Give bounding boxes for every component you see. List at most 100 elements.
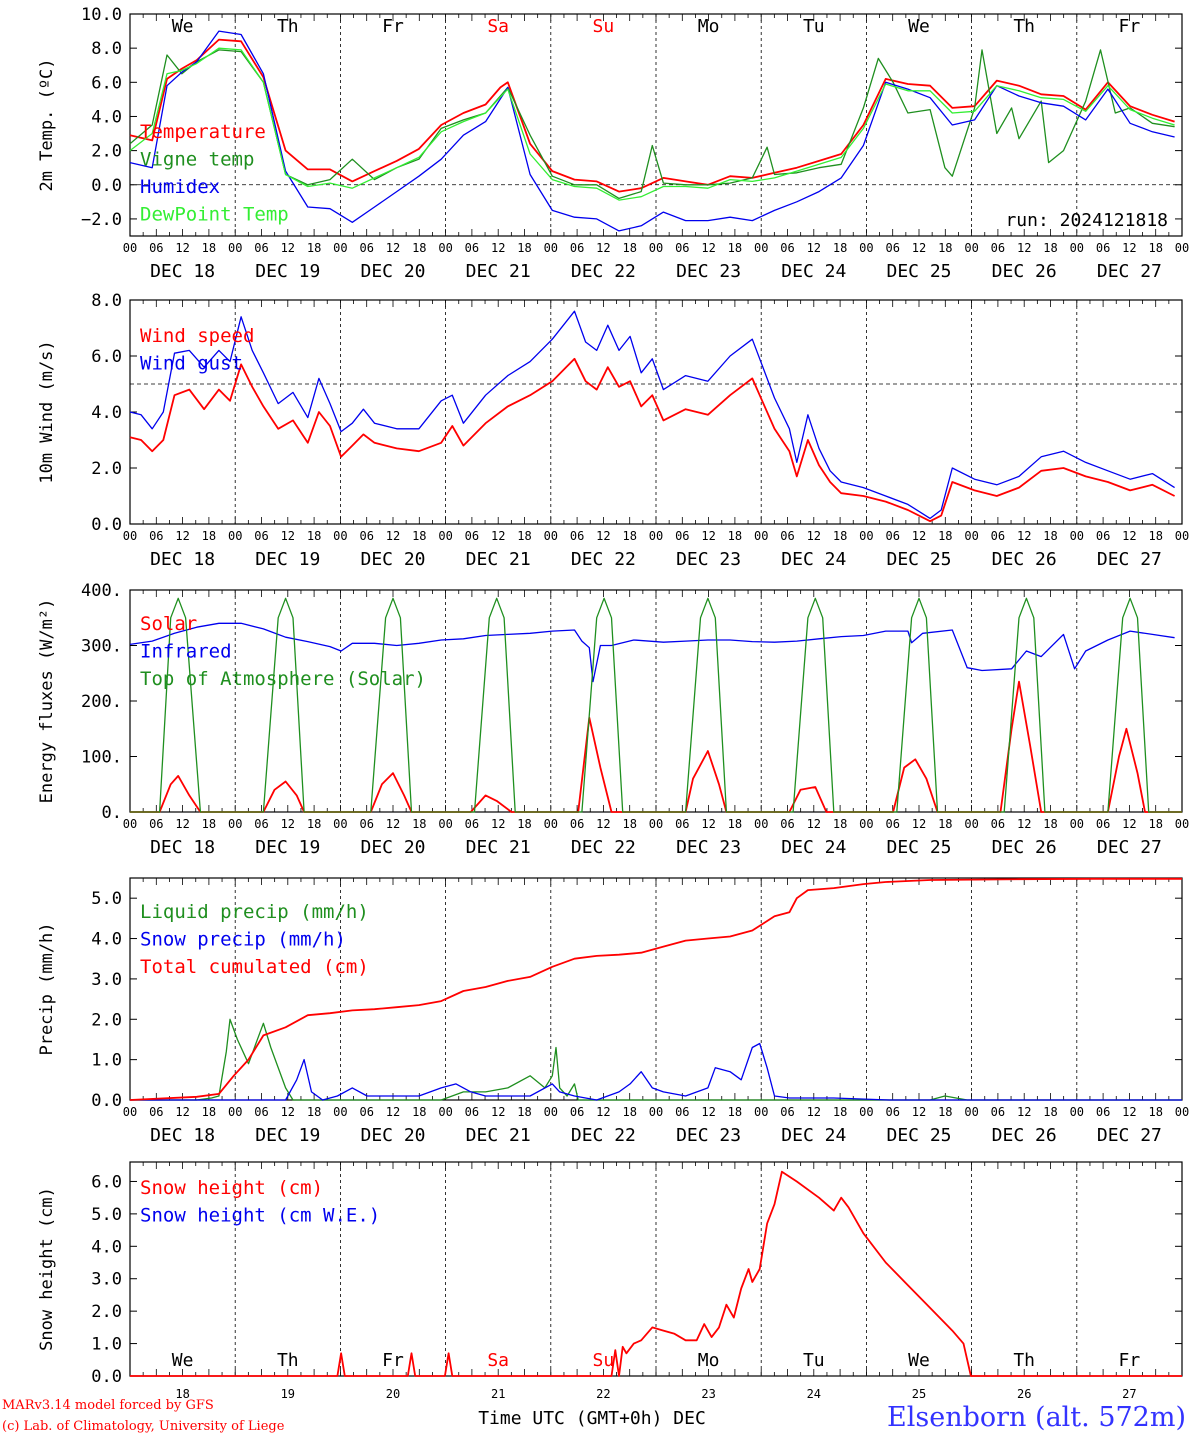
hour-tick-label: 18 xyxy=(202,1105,216,1119)
hour-tick-label: 12 xyxy=(386,1105,400,1119)
hour-tick-label: 00 xyxy=(438,817,452,831)
y-tick-label: 8.0 xyxy=(91,291,122,311)
series-line-top-of-atmosphere-solar xyxy=(130,597,1182,813)
day-number-label: 22 xyxy=(596,1387,610,1401)
hour-tick-label: 00 xyxy=(438,1105,452,1119)
hour-tick-label: 00 xyxy=(123,241,137,255)
y-tick-label: 2.0 xyxy=(91,459,122,479)
hour-tick-label: 06 xyxy=(465,817,479,831)
hour-tick-label: 06 xyxy=(991,817,1005,831)
y-tick-label: 200. xyxy=(81,692,122,712)
hour-tick-label: 18 xyxy=(412,1105,426,1119)
panel-2: 8.0 6.0 4.0 2.0 0.0 10m Wind (m/s) 00 06 12 18 DEC… xyxy=(37,291,1189,570)
day-of-week-label: We xyxy=(172,1350,194,1371)
y-tick-label: 0.0 xyxy=(91,515,122,535)
hour-tick-label: 12 xyxy=(1017,1105,1031,1119)
hour-tick-label: 18 xyxy=(307,1105,321,1119)
hour-tick-label: 06 xyxy=(570,529,584,543)
date-label: DEC 18 xyxy=(150,261,215,282)
date-label: DEC 25 xyxy=(886,261,951,282)
legend-entry: DewPoint Temp xyxy=(140,204,289,226)
legend-entry: Wind gust xyxy=(140,353,243,375)
day-number-label: 27 xyxy=(1122,1387,1136,1401)
day-of-week-label: Fr xyxy=(1119,16,1141,37)
y-tick-label: 2.0 xyxy=(91,142,122,162)
day-of-week-label: Th xyxy=(277,1350,299,1371)
model-credit: MARv3.14 model forced by GFS xyxy=(2,1398,214,1413)
hour-tick-label: 00 xyxy=(123,1105,137,1119)
hour-tick-label: 06 xyxy=(885,1105,899,1119)
lab-credit: (c) Lab. of Climatology, University of L… xyxy=(2,1419,285,1434)
hour-tick-label: 12 xyxy=(701,1105,715,1119)
hour-tick-label: 00 xyxy=(964,529,978,543)
y-axis-title: 2m Temp. (ºC) xyxy=(37,58,57,191)
date-label: DEC 20 xyxy=(360,837,425,858)
date-label: DEC 18 xyxy=(150,1125,215,1146)
date-label: DEC 26 xyxy=(992,1125,1057,1146)
legend-entry: Snow height (cm W.E.) xyxy=(140,1205,380,1227)
hour-tick-label: 18 xyxy=(202,529,216,543)
hour-tick-label: 12 xyxy=(912,241,926,255)
hour-tick-label: 00 xyxy=(649,529,663,543)
hour-tick-label: 12 xyxy=(1122,241,1136,255)
hour-tick-label: 18 xyxy=(1043,241,1057,255)
station-name: Elsenborn (alt. 572m) xyxy=(887,1402,1186,1433)
panel-1: 10.0 8.0 6.0 4.0 2.0 0.0 −2.0 2m Temp. (ºC) 00 06… xyxy=(37,5,1189,282)
hour-tick-label: 18 xyxy=(622,817,636,831)
hour-tick-label: 06 xyxy=(675,529,689,543)
day-number-label: 19 xyxy=(281,1387,295,1401)
y-tick-label: 4.0 xyxy=(91,107,122,127)
hour-tick-label: 00 xyxy=(123,529,137,543)
hour-tick-label: 18 xyxy=(938,241,952,255)
day-of-week-label: We xyxy=(908,16,930,37)
date-label: DEC 22 xyxy=(571,1125,636,1146)
hour-tick-label: 12 xyxy=(596,817,610,831)
legend-entry: Wind speed xyxy=(140,325,254,347)
y-tick-label: 2.0 xyxy=(91,1302,122,1322)
hour-tick-label: 12 xyxy=(807,817,821,831)
date-label: DEC 22 xyxy=(571,549,636,570)
day-of-week-label: Sa xyxy=(487,16,509,37)
legend-entry: Temperature xyxy=(140,121,266,143)
hour-tick-label: 18 xyxy=(1148,529,1162,543)
y-axis-title: Energy fluxes (W/m²) xyxy=(37,599,57,804)
day-of-week-label: Th xyxy=(1013,16,1035,37)
y-tick-label: 6.0 xyxy=(91,73,122,93)
hour-tick-label: 12 xyxy=(175,817,189,831)
hour-tick-label: 06 xyxy=(885,529,899,543)
date-label: DEC 18 xyxy=(150,549,215,570)
series-line-dewpoint-temp xyxy=(129,47,1175,201)
hour-tick-label: 18 xyxy=(622,1105,636,1119)
date-label: DEC 25 xyxy=(886,1125,951,1146)
y-tick-label: 100. xyxy=(81,748,122,768)
hour-tick-label: 18 xyxy=(517,529,531,543)
y-tick-label: 2.0 xyxy=(91,1010,122,1030)
hour-tick-label: 06 xyxy=(780,529,794,543)
hour-tick-label: 18 xyxy=(728,529,742,543)
hour-tick-label: 12 xyxy=(491,817,505,831)
series-line-wind-gust xyxy=(129,310,1175,520)
hour-tick-label: 06 xyxy=(991,529,1005,543)
hour-tick-label: 12 xyxy=(491,1105,505,1119)
day-of-week-label: Mo xyxy=(698,16,720,37)
day-number-label: 23 xyxy=(701,1387,715,1401)
hour-tick-label: 00 xyxy=(754,817,768,831)
series-line-temperature xyxy=(129,38,1175,193)
hour-tick-label: 18 xyxy=(622,529,636,543)
hour-tick-label: 12 xyxy=(281,817,295,831)
hour-tick-label: 06 xyxy=(885,241,899,255)
day-of-week-label: We xyxy=(172,16,194,37)
hour-tick-label: 06 xyxy=(254,529,268,543)
hour-tick-label: 06 xyxy=(570,241,584,255)
legend-entry: Top of Atmosphere (Solar) xyxy=(140,668,426,690)
legend-entry: Vigne temp xyxy=(140,149,254,171)
hour-tick-label: 00 xyxy=(649,1105,663,1119)
hour-tick-label: 18 xyxy=(517,1105,531,1119)
hour-tick-label: 00 xyxy=(544,241,558,255)
hour-tick-label: 18 xyxy=(1043,1105,1057,1119)
hour-tick-label: 18 xyxy=(728,1105,742,1119)
hour-tick-label: 18 xyxy=(202,817,216,831)
hour-tick-label: 06 xyxy=(359,529,373,543)
hour-tick-label: 18 xyxy=(1043,817,1057,831)
hour-tick-label: 06 xyxy=(1096,529,1110,543)
